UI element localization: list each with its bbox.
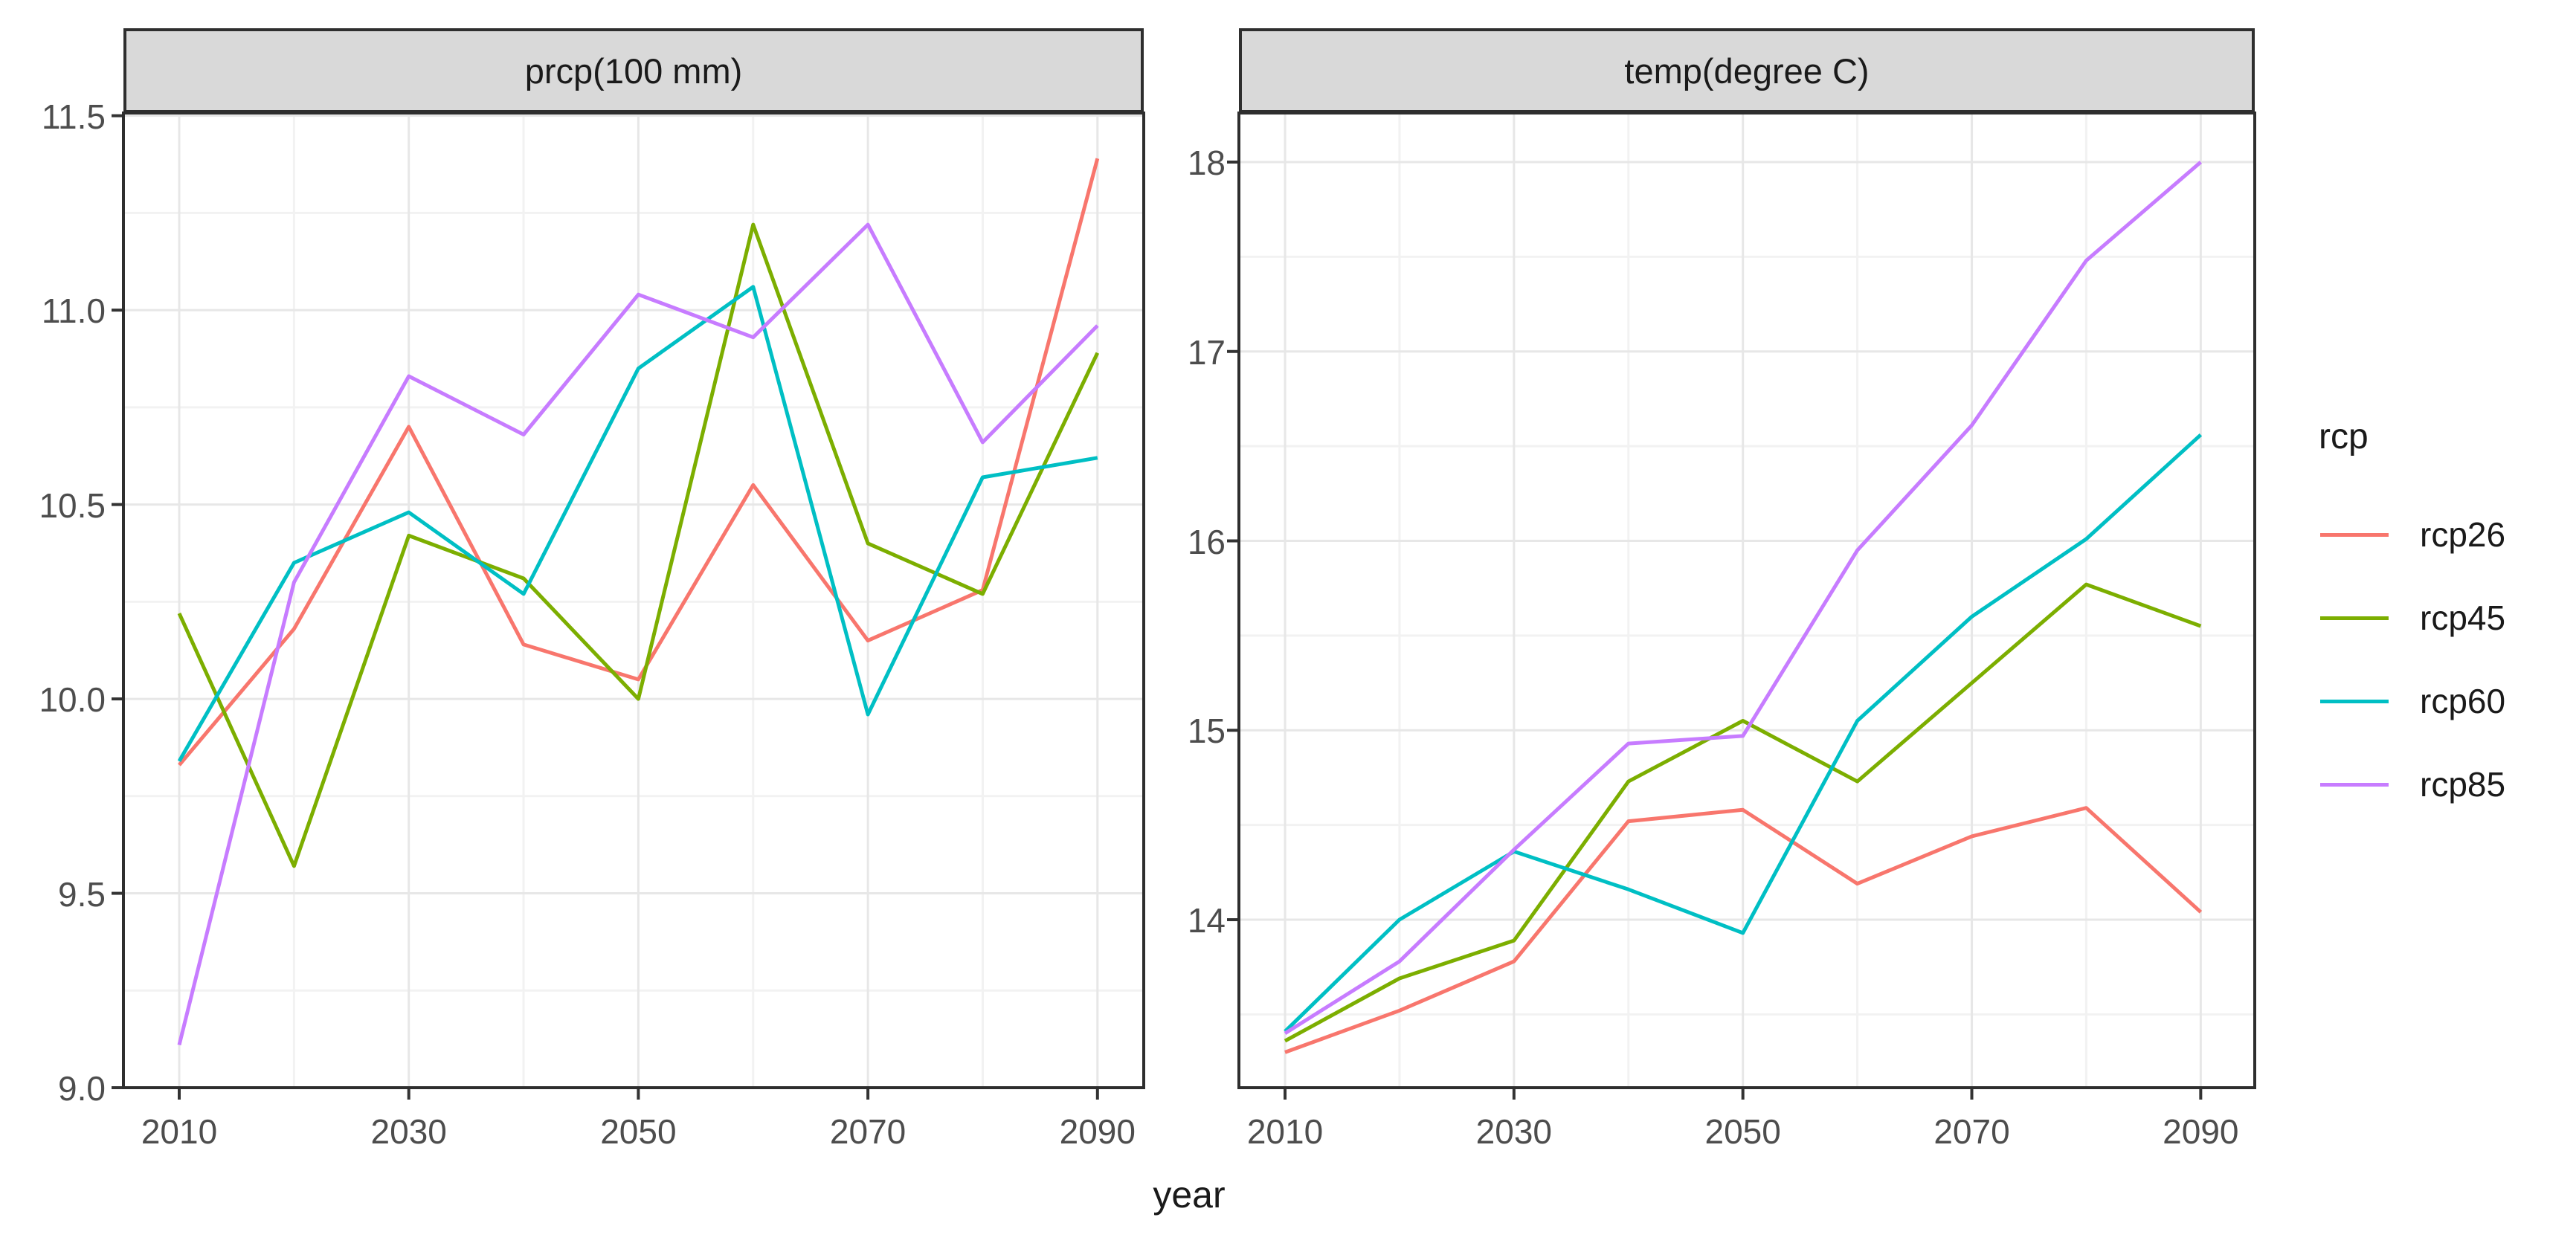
x-tick-label-1: 2050 — [1704, 1112, 1781, 1151]
panel-border-0 — [122, 112, 1145, 1089]
x-tick-label-0: 2030 — [370, 1112, 447, 1151]
line-series-rcp26-panel-0 — [178, 158, 1100, 767]
line-series-rcp60-panel-0 — [177, 285, 1098, 762]
x-tick-label-0: 2010 — [141, 1112, 218, 1151]
y-tick-label-0: 11.5 — [41, 97, 106, 136]
legend-key-line-rcp26 — [2320, 532, 2389, 537]
legend-label-rcp26: rcp26 — [2420, 515, 2506, 554]
y-tick-label-0: 9.5 — [58, 874, 106, 914]
y-tick-label-1: 14 — [1187, 901, 1226, 940]
line-series-rcp26-panel-1 — [1284, 806, 2203, 1054]
x-tick-label-1: 2090 — [2163, 1112, 2239, 1151]
legend-key-line-rcp60 — [2320, 699, 2389, 703]
legend-item-rcp45: rcp45 — [2311, 598, 2564, 637]
legend-label-rcp85: rcp85 — [2420, 765, 2506, 804]
line-series-rcp85-panel-1 — [1284, 161, 2203, 1036]
legend-label-rcp60: rcp60 — [2420, 682, 2506, 720]
facet-strip-temp: temp(degree C) — [1239, 28, 2255, 113]
y-tick-label-0: 10.5 — [39, 485, 106, 525]
facet-strip-prcp: prcp(100 mm) — [123, 28, 1144, 113]
legend-label-rcp45: rcp45 — [2420, 598, 2506, 637]
y-tick-label-0: 10.0 — [39, 680, 106, 720]
panel-border-1 — [1237, 112, 2256, 1089]
legend-item-rcp85: rcp85 — [2311, 765, 2564, 804]
legend-key-line-rcp85 — [2320, 782, 2389, 787]
x-tick-label-0: 2050 — [600, 1112, 677, 1151]
legend-item-rcp26: rcp26 — [2311, 515, 2564, 554]
y-tick-label-0: 11.0 — [41, 291, 106, 331]
y-tick-label-0: 9.0 — [58, 1069, 106, 1108]
line-series-rcp85-panel-0 — [177, 222, 1099, 1046]
legend-item-rcp60: rcp60 — [2311, 682, 2564, 720]
x-tick-label-1: 2070 — [1933, 1112, 2010, 1151]
legend: rcp rcp26 rcp45 rcp60 rcp85 — [2311, 416, 2564, 848]
panel-background-1 — [1239, 113, 2255, 1088]
legend-items: rcp26 rcp45 rcp60 rcp85 — [2311, 515, 2564, 804]
facet-strip-label-prcp: prcp(100 mm) — [524, 51, 743, 91]
y-tick-label-1: 18 — [1187, 143, 1226, 182]
x-tick-label-0: 2090 — [1059, 1112, 1136, 1151]
line-series-rcp45-panel-0 — [177, 222, 1100, 868]
y-tick-label-1: 15 — [1187, 711, 1226, 751]
y-tick-label-1: 17 — [1187, 332, 1226, 372]
legend-title: rcp — [2319, 417, 2369, 456]
line-series-rcp45-panel-1 — [1284, 582, 2202, 1043]
panel-background-0 — [123, 113, 1144, 1088]
legend-key-line-rcp45 — [2320, 616, 2389, 620]
x-tick-label-0: 2070 — [829, 1112, 907, 1151]
x-tick-label-1: 2030 — [1475, 1112, 1553, 1151]
y-tick-label-1: 16 — [1187, 522, 1226, 561]
x-axis-title: year — [1153, 1174, 1226, 1216]
facet-strip-label-temp: temp(degree C) — [1624, 51, 1870, 91]
line-series-rcp60-panel-1 — [1284, 433, 2203, 1033]
x-tick-label-1: 2010 — [1246, 1112, 1324, 1151]
